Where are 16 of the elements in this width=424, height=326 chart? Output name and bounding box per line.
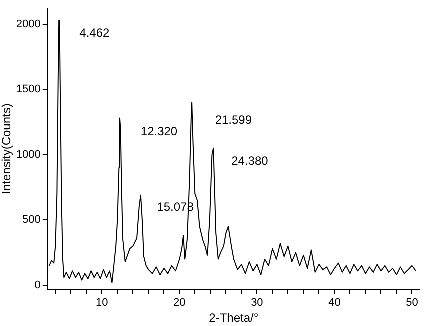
annotation: 24.380 [232,154,269,168]
y-tick-label: 1500 [16,84,41,96]
x-tick-label: 40 [328,297,341,310]
x-axis-title: 2-Theta/° [209,311,259,326]
x-tick-label: 10 [96,297,108,310]
y-axis-title: Intensity(Counts) [0,104,14,194]
annotation: 4.462 [80,26,110,40]
y-tick-label: 1000 [16,148,41,161]
x-tick-label: 20 [174,297,186,310]
annotation: 12.320 [140,124,178,138]
x-tick-label: 30 [251,297,264,310]
y-tick-label: 500 [22,214,41,226]
y-tick-label: 0 [34,280,41,292]
y-tick-label: 2000 [16,18,41,30]
x-tick-label: 50 [406,297,418,310]
annotation: 21.599 [215,113,252,128]
